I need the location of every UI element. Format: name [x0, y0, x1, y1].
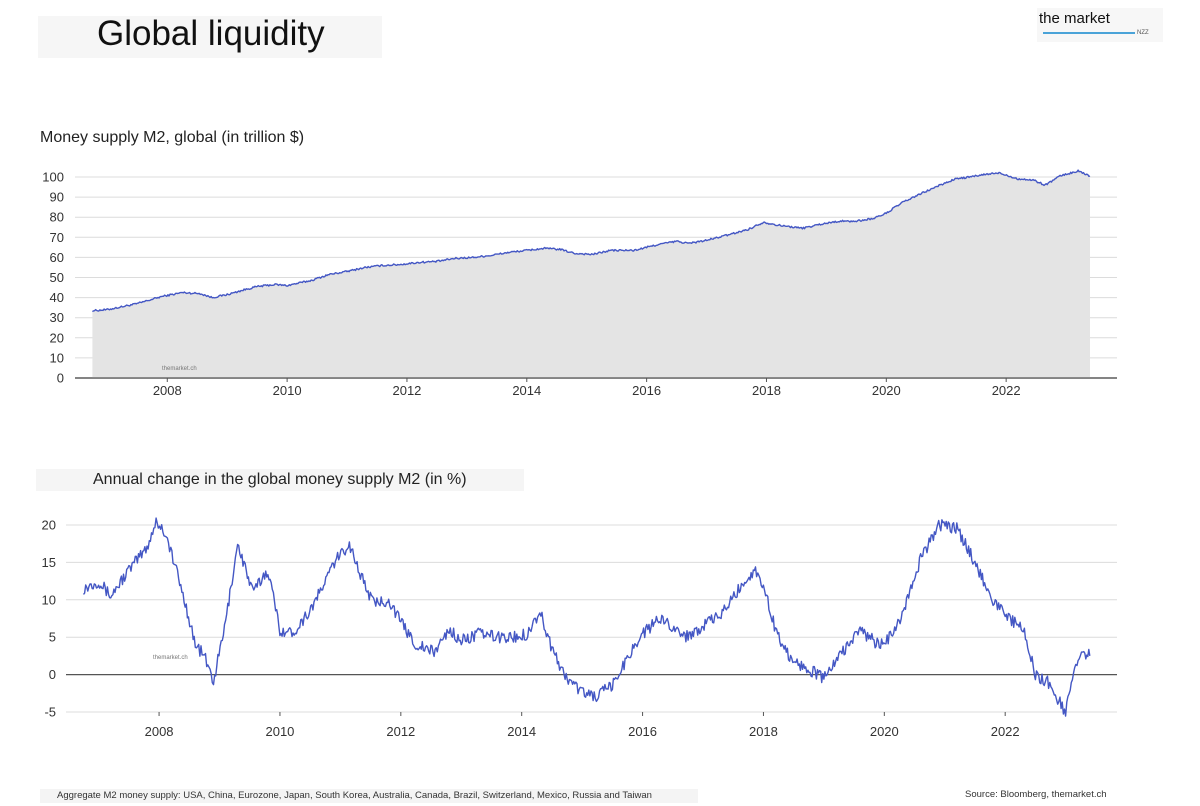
chart1-x-tick-label: 2020	[872, 383, 901, 398]
chart2-x-tick-label: 2022	[991, 724, 1020, 739]
page-title: Global liquidity	[97, 14, 325, 53]
chart1-y-tick-label: 100	[42, 170, 64, 185]
chart2-y-tick-label: 15	[42, 555, 56, 570]
footnote-countries: Aggregate M2 money supply: USA, China, E…	[57, 790, 652, 801]
chart2-watermark: themarket.ch	[153, 655, 188, 661]
chart1-y-tick-label: 60	[50, 250, 64, 265]
chart2-y-tick-label: -5	[44, 705, 56, 720]
chart1-y-tick-label: 10	[50, 350, 64, 365]
chart2-title-background	[36, 469, 524, 491]
chart1-x-tick-label: 2018	[752, 383, 781, 398]
chart2-x-tick-label: 2012	[386, 724, 415, 739]
chart2-x-tick-label: 2020	[870, 724, 899, 739]
logo-tag: NZZ	[1137, 30, 1149, 36]
chart1-title: Money supply M2, global (in trillion $)	[40, 129, 305, 146]
chart1-x-tick-label: 2010	[273, 383, 302, 398]
chart1-x-tick-label: 2016	[632, 383, 661, 398]
chart1-y-tick-label: 50	[50, 270, 64, 285]
chart2-title: Annual change in the global money supply…	[93, 471, 467, 488]
chart1-y-tick-label: 40	[50, 290, 64, 305]
chart2-y-tick-label: 0	[49, 667, 56, 682]
chart1-x-tick-label: 2022	[992, 383, 1021, 398]
chart1-y-tick-label: 90	[50, 190, 64, 205]
chart1-y-tick-label: 20	[50, 330, 64, 345]
chart1-x-tick-label: 2008	[153, 383, 182, 398]
chart2-x-tick-label: 2010	[265, 724, 294, 739]
footnote-source: Source: Bloomberg, themarket.ch	[965, 789, 1107, 800]
chart2-x-tick-label: 2018	[749, 724, 778, 739]
chart2-y-tick-label: 10	[42, 592, 56, 607]
logo-text: the market	[1039, 10, 1110, 27]
chart1-series-line	[91, 169, 1091, 313]
chart2-y-tick-label: 5	[49, 630, 56, 645]
chart2-y-tick-label: 20	[42, 518, 56, 533]
chart1-watermark: themarket.ch	[162, 366, 197, 372]
chart2-x-tick-label: 2016	[628, 724, 657, 739]
chart2-x-tick-label: 2008	[145, 724, 174, 739]
publisher-logo: the market NZZ	[1037, 8, 1163, 42]
chart1-x-tick-label: 2012	[392, 383, 421, 398]
chart2-x-tick-label: 2014	[507, 724, 536, 739]
chart1-y-tick-label: 30	[50, 310, 64, 325]
chart1-y-tick-label: 70	[50, 230, 64, 245]
chart2-series-line	[82, 517, 1091, 717]
logo-underline	[1043, 32, 1135, 34]
footnote-background	[40, 789, 698, 803]
chart1-area-fill	[92, 170, 1090, 378]
chart1-x-tick-label: 2014	[512, 383, 541, 398]
chart1-y-tick-label: 0	[57, 371, 64, 386]
title-background	[38, 16, 382, 58]
chart1-y-tick-label: 80	[50, 210, 64, 225]
